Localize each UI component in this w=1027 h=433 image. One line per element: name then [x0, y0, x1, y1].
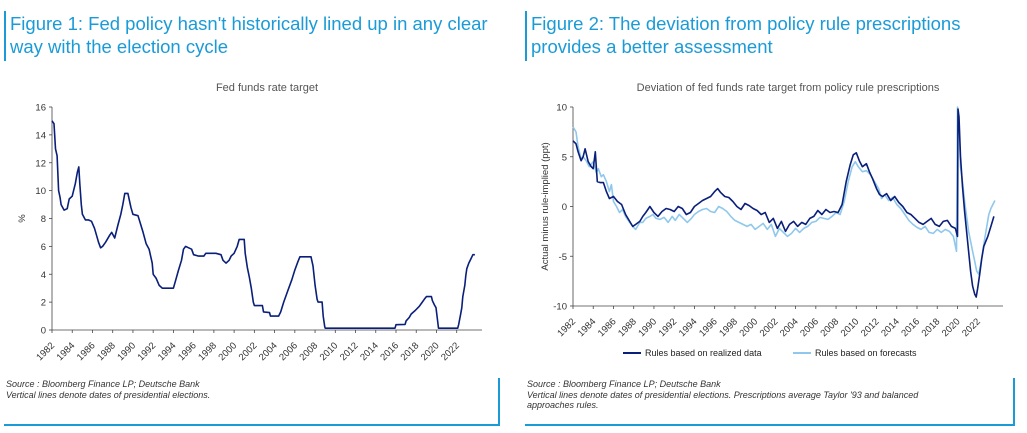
chart-2-x-tick-label: 2002 [758, 316, 781, 339]
chart-2-x-tick-label: 1994 [677, 316, 700, 339]
legend-label: Rules based on forecasts [815, 348, 917, 358]
chart-1-x-tick-label: 2004 [257, 340, 280, 363]
chart-2-x-tick-label: 2020 [940, 316, 963, 339]
figure-2-source: Source : Bloomberg Finance LP; Deutsche … [527, 379, 918, 411]
figure-2-side-rule [1013, 378, 1015, 426]
chart-2-title: Deviation of fed funds rate target from … [637, 82, 940, 94]
figure-1-source-line-2: Vertical lines denote dates of president… [6, 389, 211, 400]
chart-2-y-tick-label: 0 [562, 202, 567, 213]
chart-2-x-tick-label: 1990 [636, 316, 659, 339]
chart-1-x-tick-label: 2020 [419, 340, 442, 363]
chart-1-y-tick-label: 8 [41, 214, 46, 225]
fed-funds-chart: Fed funds rate target%024681012141619821… [17, 82, 482, 363]
chart-2-x-tick-label: 2004 [778, 316, 801, 339]
chart-2-series-rules-based-on-realized-data-line [572, 108, 995, 298]
chart-2-x-tick-label: 2016 [899, 316, 922, 339]
chart-1-x-tick-label: 2022 [439, 340, 462, 363]
chart-1-title: Fed funds rate target [216, 82, 318, 94]
chart-2-x-tick-label: 1982 [555, 316, 578, 339]
chart-2-x-tick-label: 2014 [879, 316, 902, 339]
chart-2-x-tick-label: 1984 [576, 316, 599, 339]
chart-1-x-tick-label: 1988 [95, 340, 118, 363]
chart-1-y-tick-label: 0 [41, 326, 46, 337]
chart-1-y-tick-label: 16 [35, 103, 46, 114]
figure-2-panel: Figure 2: The deviation from policy rule… [521, 0, 1027, 433]
chart-2-y-tick-label: -10 [553, 302, 567, 313]
chart-2-x-tick-label: 2010 [839, 316, 862, 339]
chart-1-y-axis-label: % [17, 214, 28, 223]
chart-2-x-tick-label: 2012 [859, 316, 882, 339]
chart-1-y-tick-label: 2 [41, 298, 46, 309]
chart-1-x-tick-label: 2010 [318, 340, 341, 363]
chart-1-x-tick-label: 2018 [399, 340, 422, 363]
figure-2-source-line-2: Vertical lines denote dates of president… [527, 389, 919, 400]
chart-1-x-tick-label: 1998 [196, 340, 219, 363]
figure-1-side-rule [498, 378, 500, 426]
chart-2-x-tick-label: 2018 [920, 316, 943, 339]
chart-1-x-tick-label: 1982 [34, 340, 57, 363]
figure-2-bottom-rule [525, 424, 1015, 426]
chart-1-x-tick-label: 1996 [176, 340, 199, 363]
figure-1-title: Figure 1: Fed policy hasn't historically… [10, 12, 488, 58]
chart-2-series-rules-based-on-forecasts-line [572, 106, 996, 275]
figure-1-source: Source : Bloomberg Finance LP; Deutsche … [6, 379, 210, 400]
figure-1-panel: Figure 1: Fed policy hasn't historically… [0, 0, 510, 433]
chart-2-x-tick-label: 1988 [616, 316, 639, 339]
chart-2-x-tick-label: 2006 [798, 316, 821, 339]
chart-2-x-tick-label: 2022 [960, 316, 983, 339]
chart-1-x-tick-label: 2000 [217, 340, 240, 363]
figure-2-title-line-2: provides a better assessment [531, 36, 773, 57]
chart-1-x-tick-label: 2002 [237, 340, 260, 363]
figure-1-title-line-2: way with the election cycle [10, 36, 228, 57]
chart-2-x-tick-label: 1986 [596, 316, 619, 339]
legend-label: Rules based on realized data [645, 348, 762, 358]
chart-2-x-tick-label: 1998 [717, 316, 740, 339]
chart-1-x-tick-label: 2016 [378, 340, 401, 363]
chart-2-x-tick-label: 1996 [697, 316, 720, 339]
chart-1-series-0-line [51, 120, 475, 329]
chart-1-x-tick-label: 2014 [358, 340, 381, 363]
chart-1-y-tick-label: 14 [35, 130, 46, 141]
chart-1-y-tick-label: 12 [35, 158, 46, 169]
figure-1-bottom-rule [4, 424, 500, 426]
chart-1-x-tick-label: 1984 [55, 340, 78, 363]
chart-2-y-tick-label: -5 [559, 252, 567, 263]
chart-2-x-tick-label: 1992 [657, 316, 680, 339]
figure-2-title-line-1: Figure 2: The deviation from policy rule… [531, 13, 961, 34]
figure-2-accent-bar [525, 11, 527, 61]
chart-1-x-tick-label: 2006 [277, 340, 300, 363]
chart-2-x-tick-label: 2008 [818, 316, 841, 339]
chart-1-x-tick-label: 1992 [136, 340, 159, 363]
chart-1-y-tick-label: 10 [35, 186, 46, 197]
chart-1-x-tick-label: 1994 [156, 340, 179, 363]
chart-2-y-tick-label: 10 [556, 103, 567, 114]
chart-2-y-axis-label: Actual minus rule-implied (ppt) [540, 142, 551, 270]
chart-1-x-tick-label: 1990 [115, 340, 138, 363]
chart-2-x-tick-label: 2000 [738, 316, 761, 339]
figure-1-title-line-1: Figure 1: Fed policy hasn't historically… [10, 13, 488, 34]
figure-2-source-line-1: Source : Bloomberg Finance LP; Deutsche … [527, 379, 721, 389]
figure-2-title: Figure 2: The deviation from policy rule… [531, 12, 960, 58]
figure-2-source-line-3: approaches rules. [527, 400, 599, 410]
figure-1-accent-bar [4, 11, 6, 61]
chart-1-y-tick-label: 4 [41, 270, 46, 281]
chart-1-x-tick-label: 2008 [297, 340, 320, 363]
chart-1-y-tick-label: 6 [41, 242, 46, 253]
figure-1-source-line-1: Source : Bloomberg Finance LP; Deutsche … [6, 379, 200, 389]
policy-deviation-chart: Deviation of fed funds rate target from … [540, 82, 1003, 358]
chart-1-x-tick-label: 2012 [338, 340, 361, 363]
chart-2-y-tick-label: 5 [562, 152, 567, 163]
chart-1-x-tick-label: 1986 [75, 340, 98, 363]
